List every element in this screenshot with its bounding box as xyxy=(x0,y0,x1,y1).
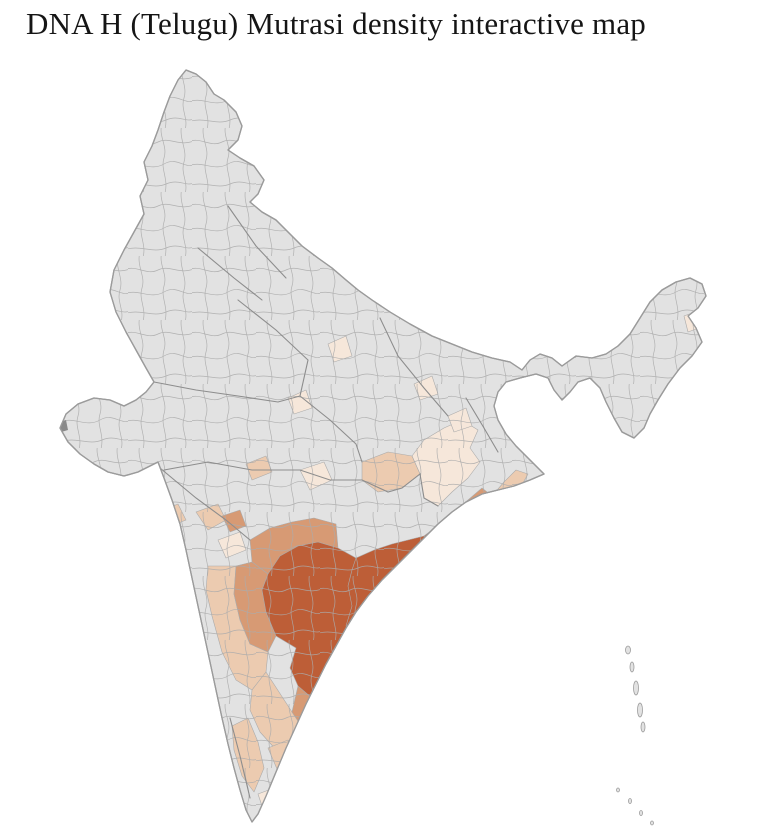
page-title: DNA H (Telugu) Mutrasi density interacti… xyxy=(26,6,646,41)
urban-district-west-coast[interactable] xyxy=(56,420,68,433)
urban-district-kolkata[interactable] xyxy=(536,452,552,470)
state-borders xyxy=(153,205,499,799)
density-region-bihar-patch[interactable] xyxy=(467,317,493,345)
density-region-south-tn-patch[interactable] xyxy=(283,767,313,801)
andaman-nicobar-islands[interactable] xyxy=(616,645,654,826)
district-borders-texture xyxy=(60,70,706,822)
density-region-bengal-patch[interactable] xyxy=(517,335,539,359)
density-regions[interactable] xyxy=(30,60,730,836)
density-region-rayalaseema-east[interactable] xyxy=(341,655,369,693)
density-region-tn-center[interactable] xyxy=(299,739,325,769)
india-outline xyxy=(59,69,707,823)
